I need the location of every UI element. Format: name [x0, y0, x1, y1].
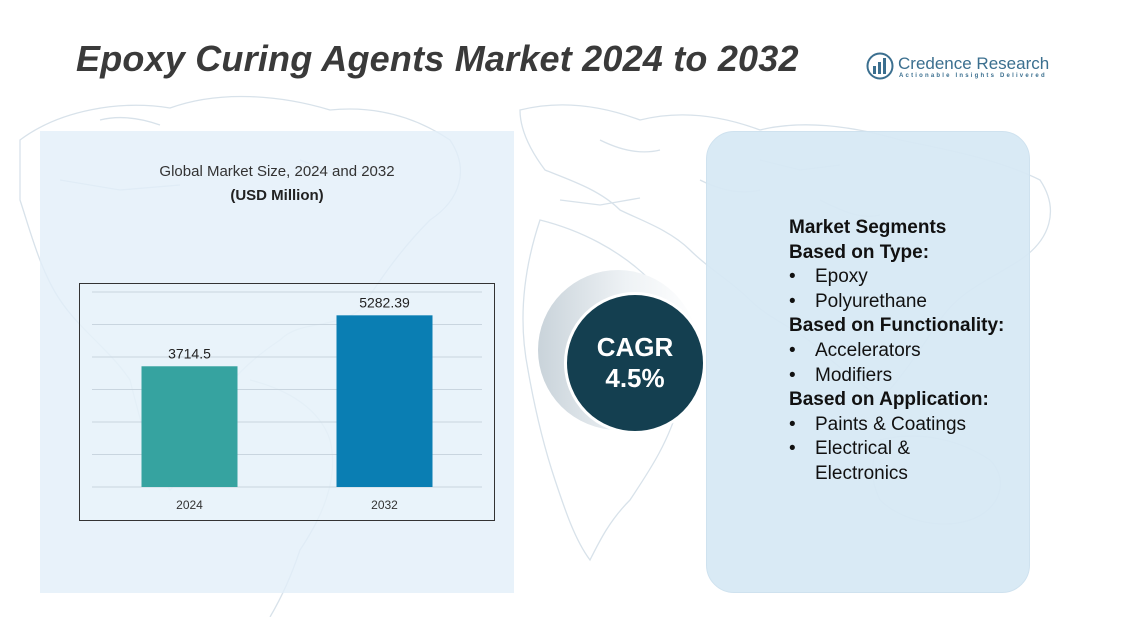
cagr-label: CAGR [596, 332, 674, 362]
segment-group-title: Based on Type: [789, 241, 930, 263]
x-tick-label-2032: 2032 [371, 498, 398, 512]
segment-item-label: Accelerators [815, 339, 921, 361]
segments-list: Market Segments Based on Type: • Epoxy • P… [789, 216, 1004, 487]
logo-tagline: Actionable Insights Delivered [899, 73, 1047, 79]
segment-item: • Polyurethane [789, 290, 1004, 315]
bullet-icon: • [789, 438, 796, 460]
data-label-2024: 3714.5 [168, 345, 211, 361]
bar-chart: 3714.5 2024 5282.39 2032 [92, 291, 482, 512]
data-label-2032: 5282.39 [359, 294, 410, 310]
brand-logo: Credence Research Actionable Insights De… [866, 52, 1066, 84]
segment-item-label: Electronics [815, 462, 908, 484]
x-tick-label-2024: 2024 [176, 498, 203, 512]
segments-heading: Market Segments [789, 217, 947, 238]
chart-frame: 3714.5 2024 5282.39 2032 [79, 283, 495, 521]
segment-item: Electronics [789, 462, 1004, 487]
bullet-icon: • [789, 413, 796, 435]
segment-item: • Modifiers [789, 364, 1004, 389]
chart-subtitle: (USD Million) [230, 187, 324, 204]
chart-title: Global Market Size, 2024 and 2032 [159, 163, 395, 180]
segment-item-label: Electrical & [815, 438, 911, 460]
segment-item: • Epoxy [789, 265, 1004, 290]
market-segments-card: Market Segments Based on Type: • Epoxy • P… [706, 131, 1030, 593]
cagr-value: 4.5% [605, 363, 665, 393]
bar-chart-logo-icon [866, 52, 894, 80]
bullet-icon: • [789, 290, 796, 312]
segment-item-label: Paints & Coatings [815, 413, 967, 435]
bar-2024 [141, 366, 238, 487]
segment-item-label: Epoxy [815, 266, 868, 288]
bullet-icon: • [789, 266, 796, 288]
segment-item: • Paints & Coatings [789, 413, 1004, 438]
bar-2032 [336, 315, 433, 487]
segment-item-label: Modifiers [815, 364, 893, 386]
segment-item: • Electrical & [789, 437, 1004, 462]
segment-group-title: Based on Functionality: [789, 315, 1005, 337]
bullet-icon: • [789, 339, 796, 361]
page-title: Epoxy Curing Agents Market 2024 to 2032 [76, 38, 799, 79]
logo-name: Credence Research [898, 54, 1050, 73]
segment-item-label: Polyurethane [815, 290, 927, 312]
bullet-icon: • [789, 364, 796, 386]
chart-panel: Global Market Size, 2024 and 2032 (USD M… [40, 131, 514, 593]
segment-item: • Accelerators [789, 339, 1004, 364]
segment-group-title: Based on Application: [789, 389, 989, 411]
cagr-badge: CAGR 4.5% [564, 292, 706, 434]
